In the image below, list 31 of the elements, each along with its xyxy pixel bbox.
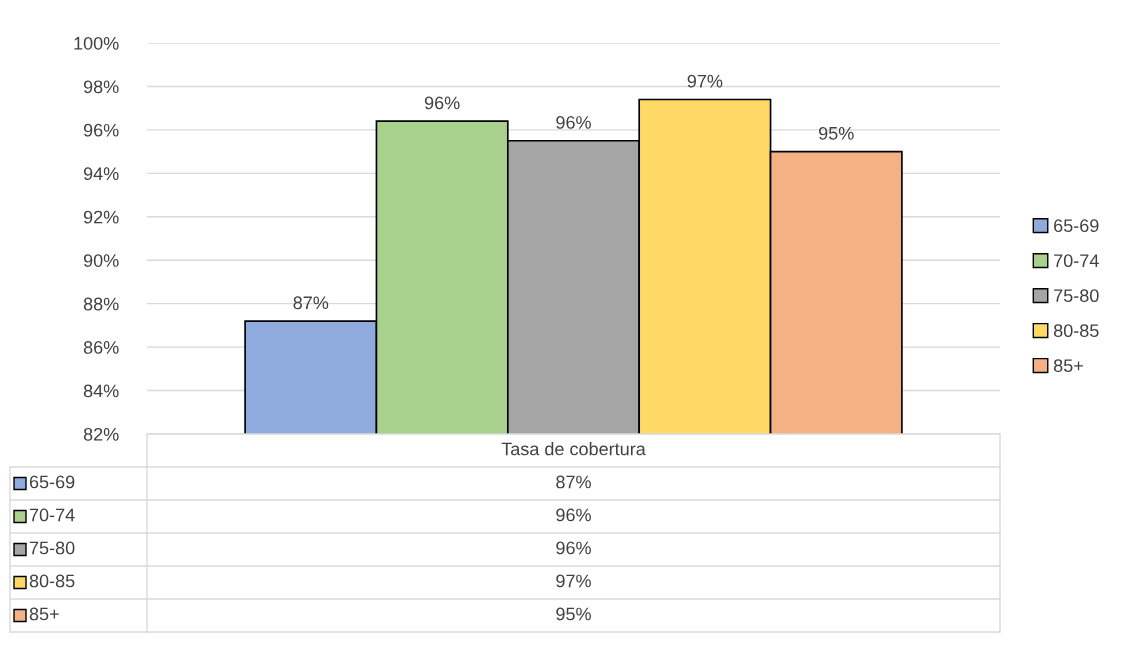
y-tick-label: 100% <box>74 36 119 50</box>
y-tick-label: 84% <box>83 384 119 398</box>
legend-label: 65-69 <box>29 475 75 489</box>
data-label: 97% <box>687 74 723 88</box>
data-label: 96% <box>556 116 591 129</box>
data-label: 96% <box>424 96 460 110</box>
text: 65-69 <box>1054 219 1099 233</box>
data-label: 87% <box>293 296 329 310</box>
text: 70-74 <box>1054 254 1099 268</box>
text: 85+ <box>29 607 59 621</box>
text: 96% <box>556 541 591 555</box>
legend-label: 75-80 <box>1054 289 1099 303</box>
text: 87% <box>556 475 591 489</box>
y-tick-label: 88% <box>83 297 119 311</box>
y-tick-label: 90% <box>83 254 119 267</box>
text: 97% <box>556 574 591 588</box>
legend-label: 85+ <box>1053 359 1083 373</box>
y-tick-label: 92% <box>83 210 119 224</box>
y-tick-label: 98% <box>83 80 119 94</box>
legend-label: 80-85 <box>1053 324 1099 338</box>
y-tick-label: 82% <box>83 427 119 441</box>
y-tick-label: 94% <box>83 167 119 181</box>
text: 75-80 <box>29 541 75 555</box>
y-tick-label: 96% <box>83 123 119 137</box>
text: 96% <box>556 508 591 522</box>
text: 95% <box>556 607 591 621</box>
text: 80-85 <box>29 574 75 588</box>
legend-label: 70-74 <box>29 508 75 522</box>
y-tick-label: 86% <box>83 341 119 354</box>
data-label: 95% <box>819 126 854 140</box>
x-tick-label: Tasa de cobertura <box>501 442 646 456</box>
